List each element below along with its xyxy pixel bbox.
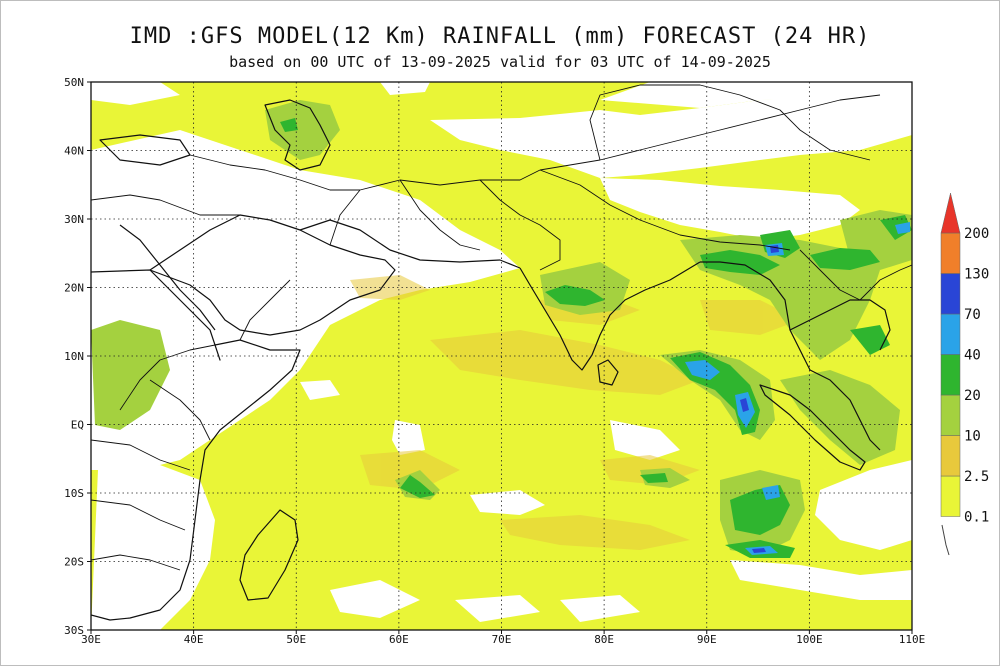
lat-tick-label: EQ [71,419,84,432]
lon-tick-label: 80E [594,633,614,646]
legend-level-label: 10 [964,429,981,445]
map-subtitle: based on 00 UTC of 13-09-2025 valid for … [229,53,771,71]
lon-tick-label: 40E [184,633,204,646]
legend-swatch-2.5 [940,435,961,477]
legend-level-label: 40 [964,348,981,364]
lon-tick-label: 60E [389,633,409,646]
lat-tick-label: 20N [64,282,84,295]
legend-swatch-70 [940,273,961,315]
map-title: IMD :GFS MODEL(12 Km) RAINFALL (mm) FORE… [129,24,871,49]
rainfall-legend: 0.1 2.5 10 20 40 70 130 200 [940,192,989,526]
legend-swatch-40 [940,313,961,355]
legend-tail-mark [941,524,950,556]
lon-tick-label: 90E [697,633,717,646]
legend-level-label: 2.5 [964,469,989,485]
legend-swatch-0.1 [940,475,961,517]
coastlines [91,84,912,621]
lat-tick-label: 40N [64,145,84,158]
lon-tick-label: 50E [286,633,306,646]
lat-tick-label: 30N [64,213,84,226]
legend-level-label: 0.1 [964,510,989,526]
lat-tick-label: 10S [64,487,84,500]
grid-lines [91,82,912,630]
rain-level-70 [740,245,779,553]
lat-tick-label: 10N [64,350,84,363]
lon-tick-label: 100E [796,633,823,646]
lon-tick-label: 70E [492,633,512,646]
lat-tick-label: 20S [64,556,84,569]
lat-tick-label: 50N [64,76,84,89]
legend-swatch-20 [940,354,961,396]
rainfall-fields [91,82,912,630]
legend-level-label: 200 [964,226,989,242]
legend-swatch-130 [940,232,961,274]
dry-areas [91,82,912,630]
legend-swatch-10 [940,394,961,436]
legend-swatch-top-arrow [940,192,961,234]
lon-tick-label: 110E [899,633,926,646]
lon-tick-label: 30E [81,633,101,646]
legend-level-label: 20 [964,388,981,404]
legend-level-label: 130 [964,267,989,283]
legend-level-label: 70 [964,307,981,323]
lat-tick-label: 30S [64,624,84,637]
axis-ticks: 30E 40E 50E 60E 70E 80E 90E 100E 110E 50N 40N 30N 20… [64,76,925,646]
